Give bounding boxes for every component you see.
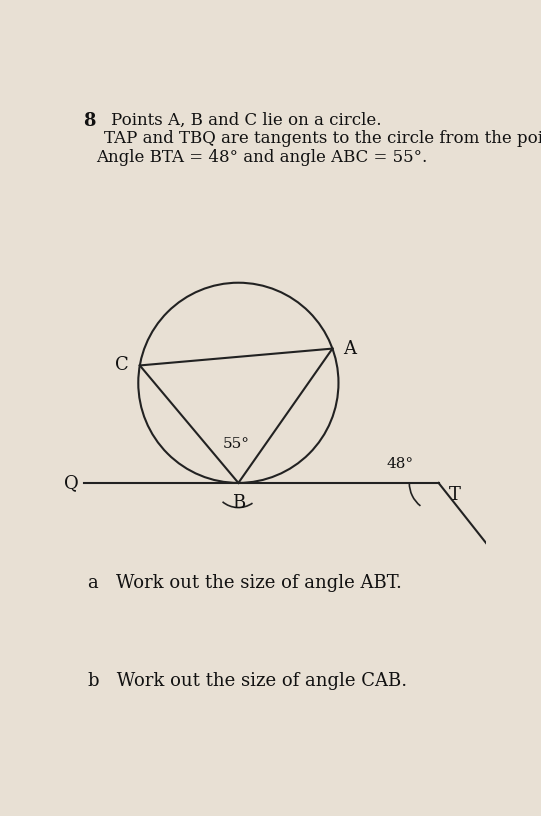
Text: B: B — [232, 494, 245, 512]
Text: TAP and TBQ are tangents to the circle from the point T.: TAP and TBQ are tangents to the circle f… — [104, 131, 541, 147]
Text: a   Work out the size of angle ABT.: a Work out the size of angle ABT. — [88, 574, 402, 592]
Text: T: T — [450, 486, 461, 504]
Text: b   Work out the size of angle CAB.: b Work out the size of angle CAB. — [88, 672, 407, 690]
Text: C: C — [115, 357, 129, 375]
Text: Points A, B and C lie on a circle.: Points A, B and C lie on a circle. — [111, 112, 382, 129]
Text: 8: 8 — [83, 112, 95, 130]
Text: A: A — [343, 339, 356, 357]
Text: Q: Q — [64, 474, 79, 492]
Text: 55°: 55° — [223, 437, 250, 451]
Text: Angle BTA = 48° and angle ABC = 55°.: Angle BTA = 48° and angle ABC = 55°. — [96, 149, 427, 166]
Text: 48°: 48° — [386, 457, 413, 471]
